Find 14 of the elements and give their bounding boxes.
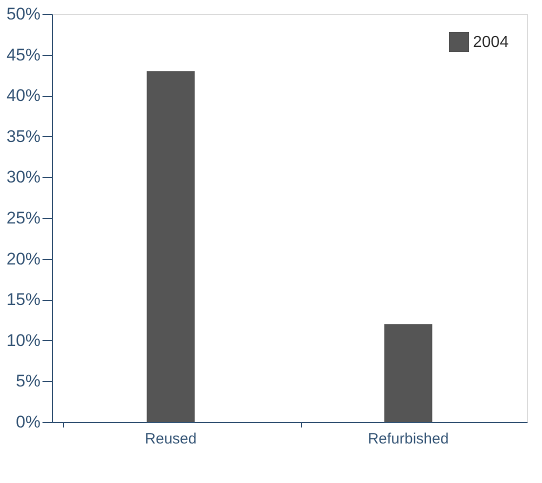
y-tick-label: 30% [6,168,40,187]
y-tick-label: 10% [6,330,40,350]
x-tick-label: Reused [144,430,197,448]
legend-label: 2004 [473,34,509,51]
y-tick-label: 35% [6,126,40,146]
y-tick-label: 45% [6,45,40,64]
y-tick-label: 15% [6,290,40,310]
y-tick-label: 25% [6,208,40,228]
y-tick-label: 5% [16,372,40,391]
y-tick-label: 40% [6,86,40,106]
x-tick-label: Refurbished [368,430,449,448]
y-tick-label: 0% [16,412,40,432]
y-tick-label: 50% [6,4,40,24]
y-tick-label: 20% [6,249,40,268]
